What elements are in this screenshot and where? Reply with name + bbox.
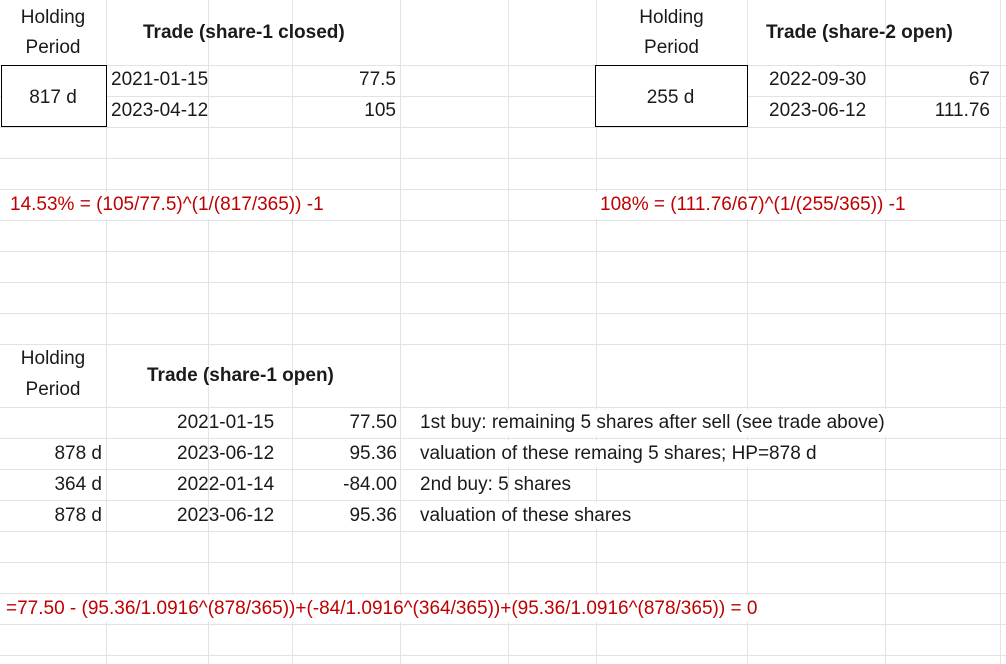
holding-period-header[interactable]: Holding	[20, 348, 86, 369]
gridline	[0, 96, 1006, 97]
gridline	[0, 655, 1006, 656]
gridline	[0, 189, 1006, 190]
trade-value[interactable]: 77.50	[349, 412, 397, 433]
gridline	[0, 313, 1006, 314]
trade-header[interactable]: Trade (share-2 open)	[766, 22, 953, 43]
gridline	[0, 220, 1006, 221]
trade-note[interactable]: 1st buy: remaining 5 shares after sell (…	[420, 412, 885, 433]
gridline	[0, 251, 1006, 252]
trade-date[interactable]: 2022-01-14	[177, 474, 275, 495]
trade-header[interactable]: Trade (share-1 closed)	[143, 22, 345, 43]
trade-note[interactable]: valuation of these shares	[420, 505, 632, 526]
gridline	[885, 0, 886, 664]
trade-date[interactable]: 2022-09-30	[769, 69, 867, 90]
gridline	[0, 438, 1006, 439]
holding-period-cell[interactable]	[595, 65, 748, 127]
gridline	[0, 562, 1006, 563]
gridline	[0, 593, 1006, 594]
trade-value[interactable]: 95.36	[349, 443, 397, 464]
gridline	[0, 158, 1006, 159]
gridline	[0, 65, 1006, 66]
gridline	[747, 0, 748, 664]
gridline	[208, 0, 209, 664]
holding-period-cell[interactable]	[1, 65, 107, 127]
holding-period-value: 817 d	[29, 87, 77, 108]
trade-header[interactable]: Trade (share-1 open)	[147, 365, 334, 386]
holding-period-value[interactable]: 878 d	[54, 505, 102, 526]
gridline	[0, 127, 1006, 128]
holding-period-header[interactable]: Period	[644, 37, 699, 58]
trade-value[interactable]: 105	[364, 100, 396, 121]
trade-value[interactable]: 111.76	[934, 100, 990, 121]
cagr-formula[interactable]: 108% = (111.76/67)^(1/(255/365)) -1	[600, 194, 906, 215]
gridline	[1000, 0, 1001, 664]
gridline	[0, 469, 1006, 470]
gridline	[400, 0, 401, 664]
holding-period-value: 255 d	[646, 87, 695, 108]
gridline	[0, 624, 1006, 625]
holding-period-header[interactable]: Period	[25, 37, 81, 58]
trade-value[interactable]: 95.36	[349, 505, 397, 526]
trade-date[interactable]: 2021-01-15	[177, 412, 275, 433]
trade-date[interactable]: 2023-06-12	[177, 443, 275, 464]
gridline	[0, 500, 1006, 501]
npv-formula[interactable]: =77.50 - (95.36/1.0916^(878/365))+(-84/1…	[6, 598, 758, 619]
holding-period-value[interactable]: 878 d	[54, 443, 102, 464]
holding-period-header[interactable]: Period	[25, 379, 81, 400]
gridline	[106, 0, 107, 664]
trade-value[interactable]: -84.00	[343, 474, 397, 495]
trade-note[interactable]: valuation of these remaing 5 shares; HP=…	[420, 443, 817, 464]
trade-value[interactable]: 67	[968, 69, 990, 90]
trade-value[interactable]: 77.5	[359, 69, 396, 90]
trade-date[interactable]: 2021-01-15	[111, 69, 209, 90]
gridline	[596, 0, 597, 664]
gridline	[292, 0, 293, 664]
gridline	[0, 282, 1006, 283]
gridline	[0, 407, 1006, 408]
holding-period-value[interactable]: 364 d	[54, 474, 102, 495]
holding-period-header[interactable]: Holding	[20, 7, 86, 28]
trade-date[interactable]: 2023-04-12	[111, 100, 209, 121]
trade-date[interactable]: 2023-06-12	[177, 505, 275, 526]
cagr-formula[interactable]: 14.53% = (105/77.5)^(1/(817/365)) -1	[10, 194, 324, 215]
trade-date[interactable]: 2023-06-12	[769, 100, 867, 121]
gridline	[508, 0, 509, 664]
trade-note[interactable]: 2nd buy: 5 shares	[420, 474, 572, 495]
gridline	[0, 344, 1006, 345]
holding-period-header[interactable]: Holding	[639, 7, 704, 28]
gridline	[0, 531, 1006, 532]
